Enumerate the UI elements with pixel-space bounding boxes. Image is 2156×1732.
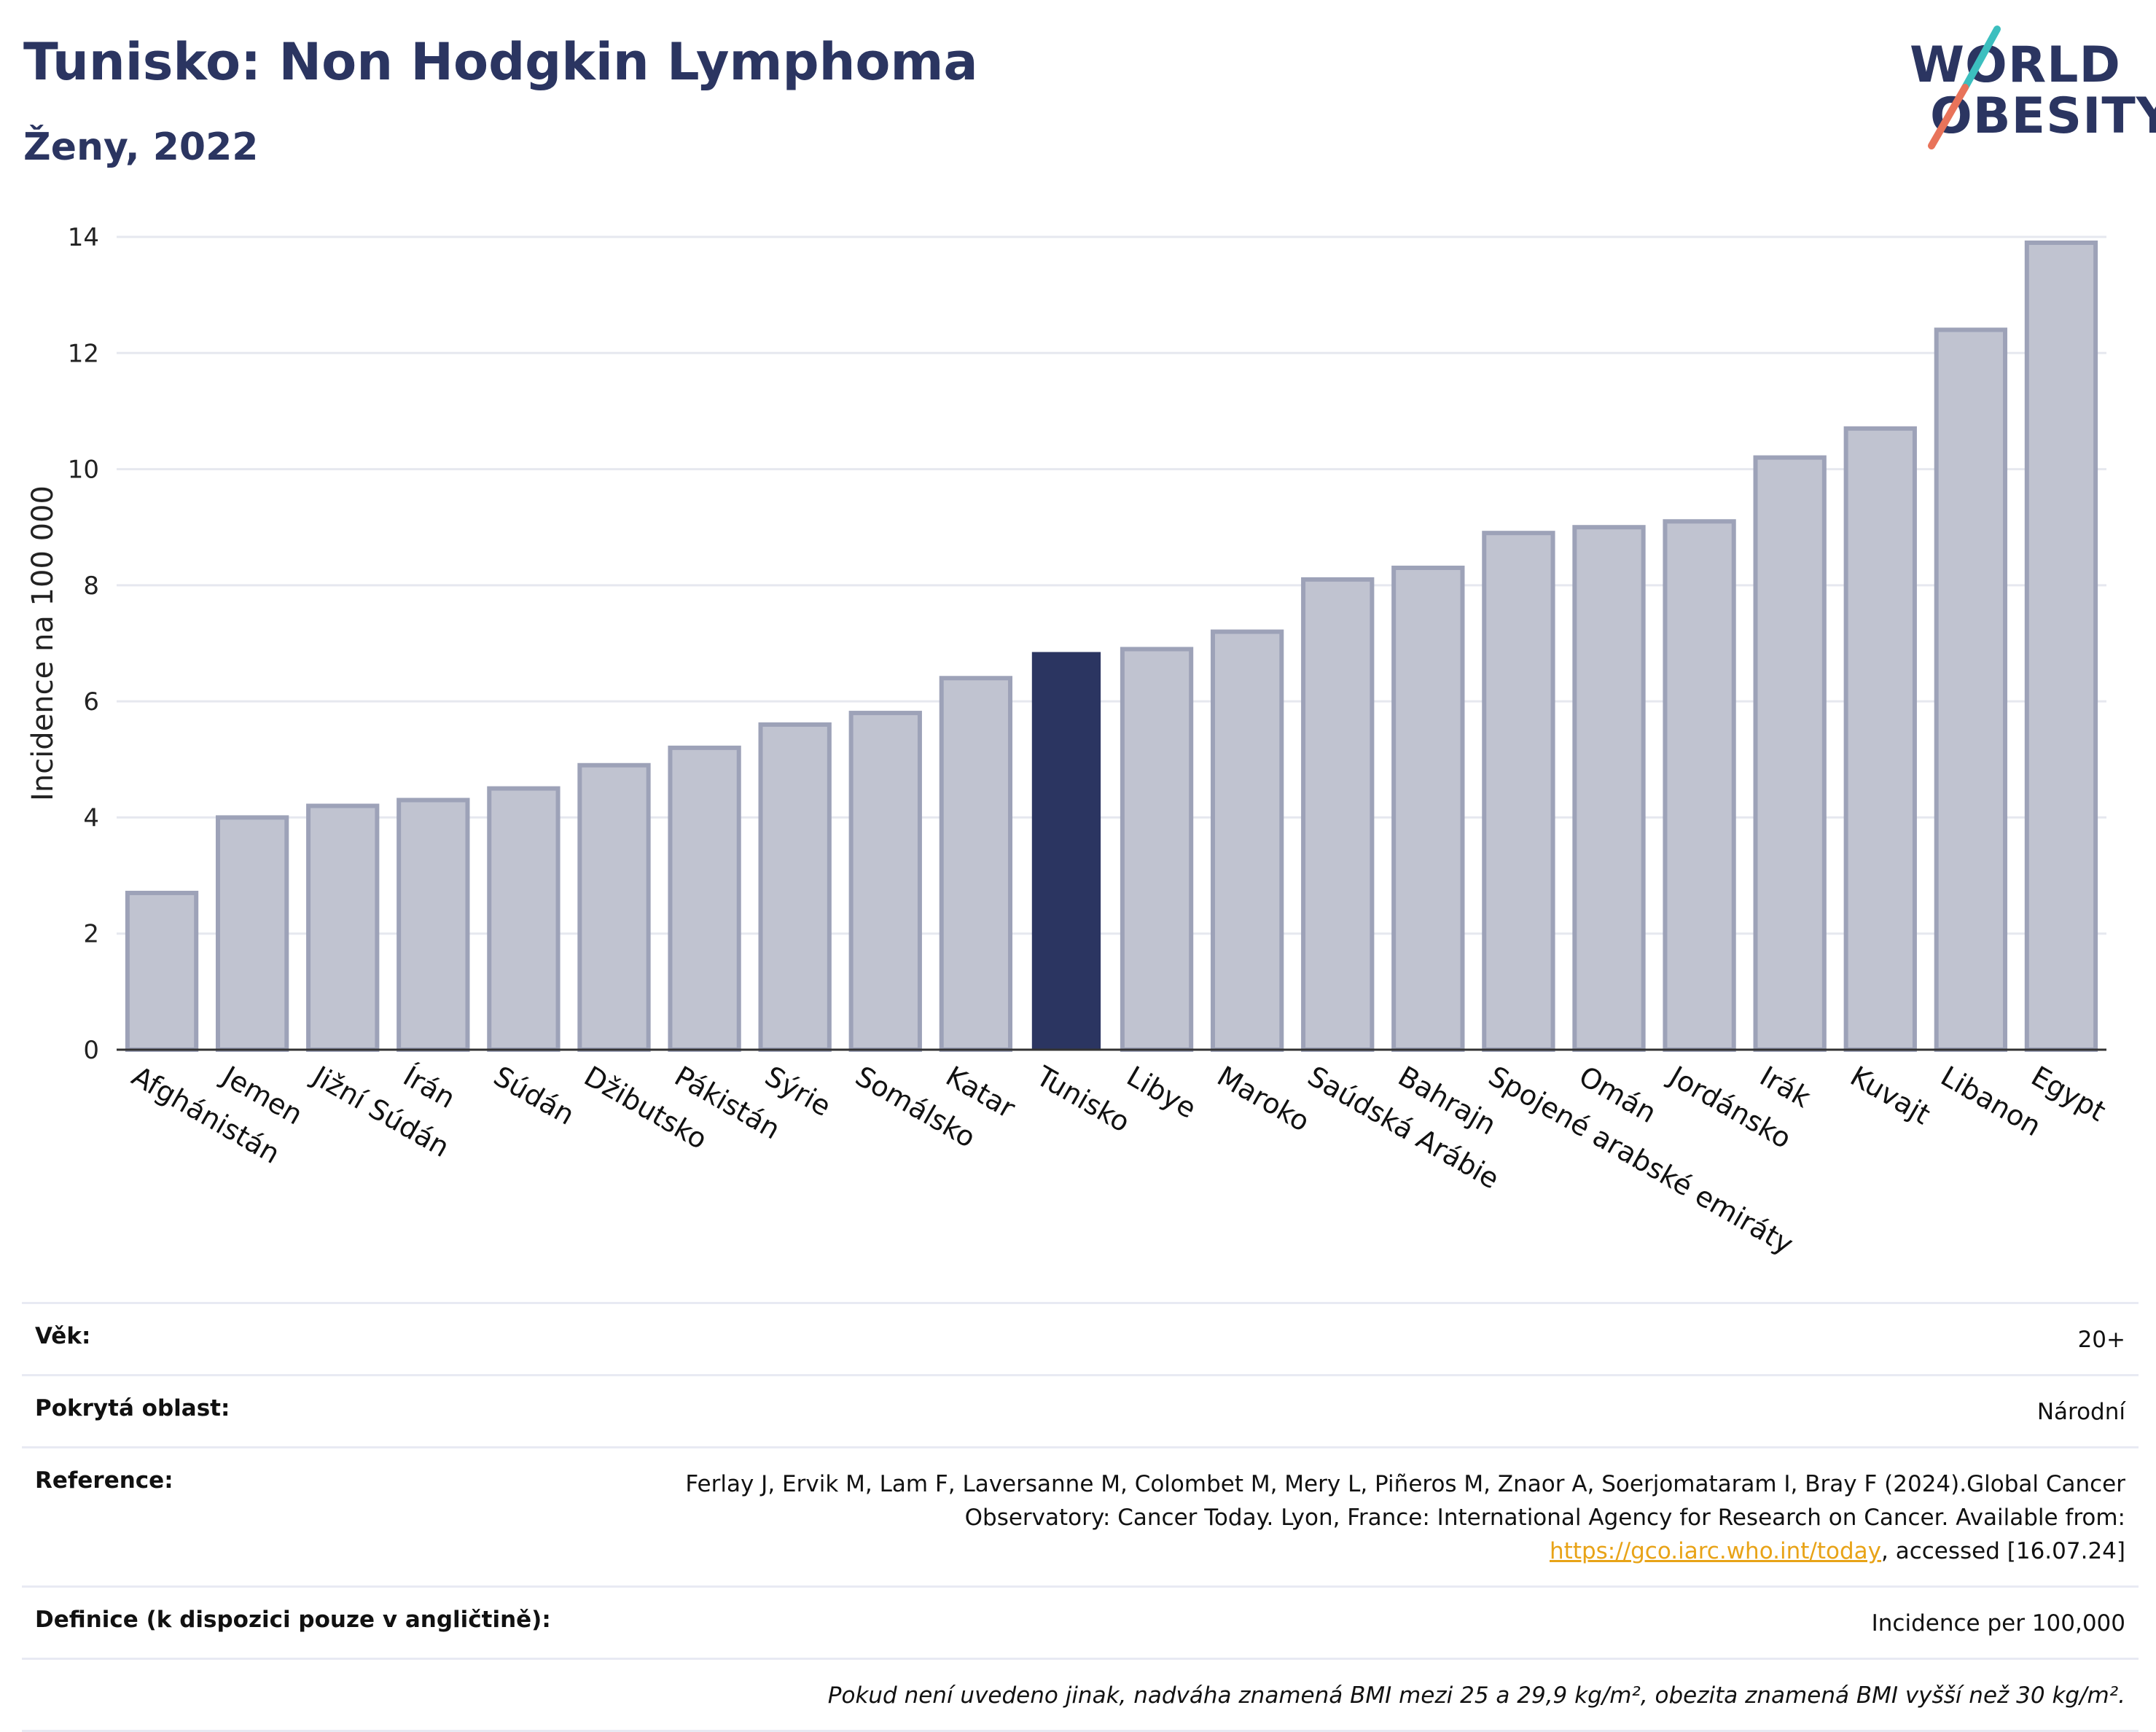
bar (1482, 531, 1555, 1052)
x-tick-label: Libanon (1935, 1060, 2046, 1142)
x-tick-label: Libye (1122, 1060, 1202, 1125)
y-tick-label: 14 (68, 223, 99, 252)
world-obesity-logo: WORLD OBESITY (1895, 22, 2156, 160)
bar (1391, 565, 1465, 1052)
bar (1843, 426, 1917, 1052)
age-label: Věk: (35, 1323, 91, 1349)
definition-label: Definice (k dispozici pouze v angličtině… (35, 1607, 551, 1633)
meta-row-area: Pokrytá oblast: Národní (22, 1374, 2139, 1446)
reference-link[interactable]: https://gco.iarc.who.int/today (1550, 1538, 1881, 1564)
reference-text: Ferlay J, Ervik M, Lam F, Laversanne M, … (685, 1471, 2125, 1531)
bar (577, 762, 651, 1052)
reference-accessed: , accessed [16.07.24] (1880, 1538, 2125, 1564)
bar (1934, 327, 2008, 1052)
page-subtitle: Ženy, 2022 (23, 125, 259, 169)
x-tick-label: Maroko (1212, 1060, 1316, 1138)
x-tick-label: Súdán (488, 1060, 580, 1131)
bar (397, 797, 470, 1053)
y-tick-label: 0 (83, 1036, 99, 1065)
area-value: Národní (2036, 1399, 2125, 1425)
y-tick-label: 6 (83, 687, 99, 717)
meta-row-reference: Reference: Ferlay J, Ervik M, Lam F, Lav… (22, 1446, 2139, 1585)
reference-label: Reference: (35, 1467, 173, 1494)
logo-slash-icon (1928, 26, 2001, 149)
bar (758, 722, 832, 1052)
reference-value: Ferlay J, Ervik M, Lam F, Laversanne M, … (668, 1467, 2125, 1568)
meta-row-definition: Definice (k dispozici pouze v angličtině… (22, 1585, 2139, 1658)
bar (1301, 577, 1375, 1052)
y-tick-label: 12 (68, 339, 99, 368)
meta-row-age: Věk: 20+ (22, 1302, 2139, 1374)
y-tick-label: 8 (83, 572, 99, 601)
bar (1663, 519, 1736, 1052)
bar (1572, 525, 1646, 1052)
bar (1753, 455, 1827, 1052)
meta-row-note: Pokud není uvedeno jinak, nadváha znamen… (22, 1658, 2139, 1732)
bar (668, 745, 741, 1053)
bar (125, 890, 199, 1052)
bar (487, 786, 561, 1053)
x-tick-label: Írán (398, 1060, 461, 1115)
x-tick-label: Kuvajt (1845, 1060, 1935, 1131)
logo-line2: OBESITY (1930, 87, 2156, 145)
bar (1120, 647, 1194, 1052)
y-tick-label: 10 (68, 456, 99, 485)
page-title: Tunisko: Non Hodgkin Lymphoma (23, 32, 978, 92)
x-tick-label: Tunisko (1031, 1059, 1136, 1139)
y-axis-label: Incidence na 100 000 (26, 485, 60, 801)
y-tick-label: 2 (83, 920, 99, 949)
logo-line1: WORLD (1910, 36, 2121, 94)
bar (1031, 652, 1101, 1050)
bmi-note: Pokud není uvedeno jinak, nadváha znamen… (827, 1682, 2125, 1709)
bar (1210, 629, 1284, 1052)
x-tick-label: Irák (1754, 1060, 1816, 1114)
bar (939, 676, 1013, 1052)
area-label: Pokrytá oblast: (35, 1395, 230, 1421)
definition-value: Incidence per 100,000 (1871, 1610, 2125, 1637)
y-tick-label: 4 (83, 803, 99, 832)
age-value: 20+ (2077, 1327, 2125, 1353)
bar (306, 803, 380, 1052)
bar (848, 711, 922, 1052)
bar (2024, 240, 2098, 1053)
bar (215, 815, 289, 1053)
metadata-table: Věk: 20+ Pokrytá oblast: Národní Referen… (22, 1302, 2139, 1732)
